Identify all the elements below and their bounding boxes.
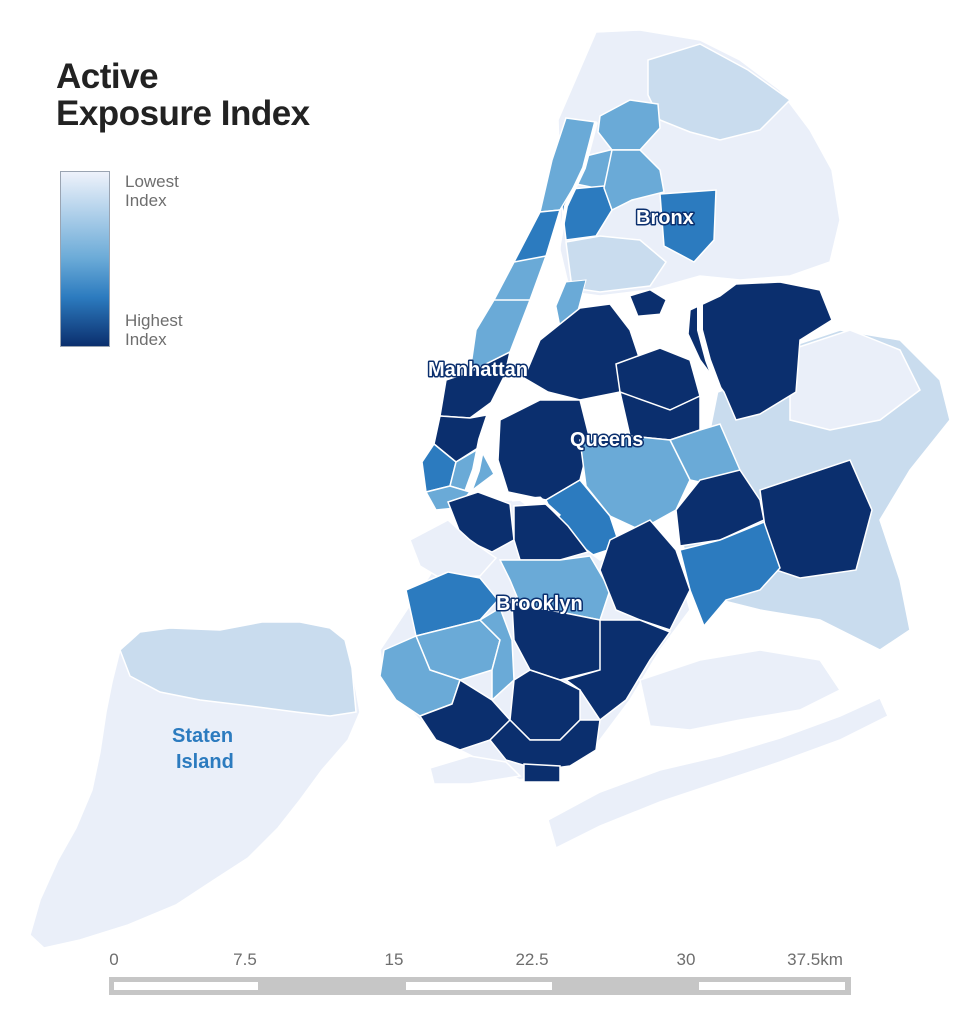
flushing-bay [697,300,723,394]
scale-label-0: 0 [109,950,119,969]
legend-low-line2: Index [125,191,167,210]
brooklyn-coney-light [429,755,522,785]
label-staten-island-line1: Staten [172,725,233,747]
legend-high-label: Highest Index [125,311,183,349]
rockaway-peninsula [547,697,889,850]
queens-east-light [789,329,921,431]
bronx-central [559,185,613,241]
newtown-creek [511,496,562,518]
brooklyn-east-ny [599,519,691,631]
jamaica-bay-region [547,649,889,850]
jamaica-bay-islands [639,649,842,731]
manhattan-region [421,117,597,511]
scale-segment-1 [114,982,258,990]
brooklyn-canarsie [564,619,672,722]
scale-label-7-5: 7.5 [233,950,257,969]
label-brooklyn: Brooklyn [496,593,583,615]
legend-low-line1: Lowest [125,172,179,191]
scale-segment-5 [699,982,845,990]
brooklyn-heights [409,519,498,579]
label-bronx: Bronx [636,207,694,229]
map-title-line1: Active [56,57,159,96]
legend-high-line2: Index [125,330,167,349]
scale-label-30: 30 [676,950,696,969]
staten-island-region [29,621,361,949]
legend-low-label: Lowest Index [125,172,179,210]
map-title: Active Exposure Index [56,58,310,132]
map-title-line2: Exposure Index [56,94,310,133]
bronx-east [659,189,717,263]
label-manhattan: Manhattan [428,359,528,381]
scale-label-22-5: 22.5 [515,950,549,969]
brooklyn-coney-island [523,763,561,783]
rikers-island [629,289,667,317]
bronx-mid [603,149,665,212]
legend-color-ramp [60,171,110,347]
label-queens: Queens [570,429,643,451]
brooklyn-borough-park [478,606,515,702]
harlem-river [546,121,598,281]
bronx-region [557,29,841,297]
queens-south [679,521,781,628]
scale-segment-3 [406,982,552,990]
scale-label-15: 15 [384,950,404,969]
scale-label-37-5km: 37.5km [787,950,843,969]
bronx-west-1 [597,99,661,151]
east-river [464,288,552,494]
staten-island-north-shore [119,621,357,717]
label-staten-island-line2: Island [176,751,234,773]
brooklyn-region [379,491,691,785]
queens-region [497,281,951,651]
queens-north-dark [687,281,833,421]
legend-high-line1: Highest [125,311,183,330]
scale-bar [109,977,851,995]
